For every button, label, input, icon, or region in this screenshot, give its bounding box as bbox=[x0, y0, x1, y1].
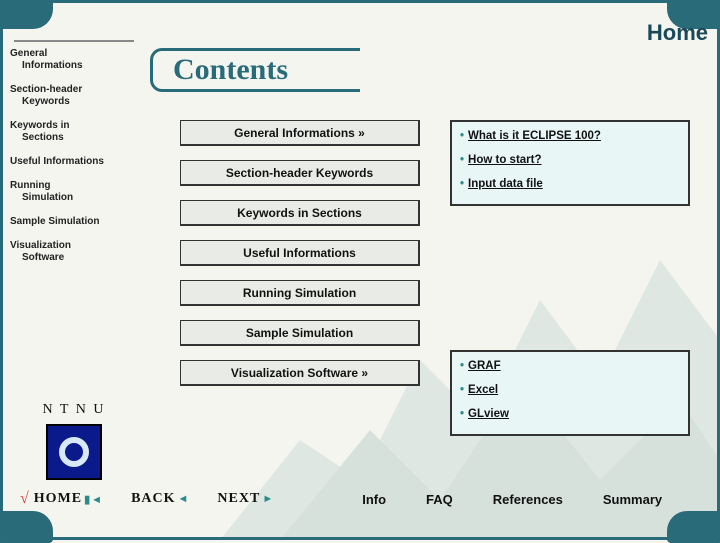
frame-corner bbox=[0, 0, 53, 29]
section-button-label: Sample Simulation bbox=[246, 326, 353, 340]
nav-label: NEXT bbox=[217, 491, 260, 507]
sidebar-item-label: Sample Simulation bbox=[10, 216, 99, 227]
sidebar-item-label: Running bbox=[10, 180, 51, 191]
check-icon: √ bbox=[20, 490, 30, 508]
sidebar-item-section-header-keywords[interactable]: Section-header Keywords bbox=[10, 84, 146, 108]
bullet-icon: • bbox=[460, 360, 464, 372]
sidebar-item-general-informations[interactable]: General Informations bbox=[10, 48, 146, 72]
bullet-icon: • bbox=[460, 154, 464, 166]
logo-area: N T N U bbox=[24, 402, 124, 480]
sidebar-item-label: Section-header bbox=[10, 84, 82, 95]
footer-link-references[interactable]: References bbox=[493, 492, 563, 507]
sidebar-item-label: General bbox=[10, 48, 47, 59]
bullet-icon: • bbox=[460, 130, 464, 142]
sublist-item-excel[interactable]: • Excel bbox=[458, 378, 682, 402]
sublist-item-label: GRAF bbox=[468, 360, 501, 372]
triangle-left-icon: ◄ bbox=[178, 493, 190, 505]
sidebar-item-label: Keywords in bbox=[10, 120, 69, 131]
section-button-sample-simulation[interactable]: Sample Simulation bbox=[180, 320, 420, 346]
bullet-icon: • bbox=[460, 384, 464, 396]
sublist-item-glview[interactable]: • GLview bbox=[458, 402, 682, 426]
sublist-item-graf[interactable]: • GRAF bbox=[458, 354, 682, 378]
sublist-item-eclipse100[interactable]: • What is it ECLIPSE 100? bbox=[458, 124, 682, 148]
footer-nav: √ HOME ▮◄ BACK ◄ NEXT ► Info FAQ Referen… bbox=[0, 490, 720, 508]
section-button-useful-informations[interactable]: Useful Informations bbox=[180, 240, 420, 266]
sublist-item-label: Excel bbox=[468, 384, 498, 396]
home-button[interactable]: √ HOME ▮◄ bbox=[20, 490, 103, 508]
sidebar-item-label: Useful Informations bbox=[10, 156, 104, 167]
section-button-label: Section-header Keywords bbox=[226, 166, 373, 180]
nav-label: BACK bbox=[131, 491, 175, 507]
sidebar-item-label: Visualization bbox=[10, 240, 71, 251]
sublist-item-how-to-start[interactable]: • How to start? bbox=[458, 148, 682, 172]
sublist-item-input-data-file[interactable]: • Input data file bbox=[458, 172, 682, 196]
ntnu-logo-text: N T N U bbox=[24, 402, 124, 418]
sidebar-item-useful-informations[interactable]: Useful Informations bbox=[10, 156, 146, 168]
nav-label: HOME bbox=[34, 491, 82, 507]
rewind-icon: ▮◄ bbox=[84, 493, 103, 506]
sublist-general-informations: •What is it ECLIPSE 100? •How to start? … bbox=[450, 120, 690, 206]
sidebar-item-sample-simulation[interactable]: Sample Simulation bbox=[10, 216, 146, 228]
footer-link-summary[interactable]: Summary bbox=[603, 492, 662, 507]
sidebar-item-label: Informations bbox=[10, 60, 146, 72]
frame-corner bbox=[667, 511, 720, 543]
page-title: Home bbox=[647, 20, 708, 46]
sublist-visualization-software: • GRAF • Excel • GLview bbox=[450, 350, 690, 436]
main-content: General Informations » Section-header Ke… bbox=[180, 120, 700, 400]
section-button-keywords-in-sections[interactable]: Keywords in Sections bbox=[180, 200, 420, 226]
section-button-running-simulation[interactable]: Running Simulation bbox=[180, 280, 420, 306]
triangle-right-icon: ► bbox=[262, 493, 274, 505]
contents-title: Contents bbox=[173, 53, 288, 87]
sublist-item-label: Input data file bbox=[468, 178, 543, 190]
frame-corner bbox=[0, 511, 53, 543]
sidebar-item-running-simulation[interactable]: Running Simulation bbox=[10, 180, 146, 204]
sidebar: General Informations Section-header Keyw… bbox=[6, 40, 146, 276]
section-button-label: Visualization Software » bbox=[231, 366, 368, 380]
contents-header-bar: Contents bbox=[150, 48, 360, 92]
section-button-label: Keywords in Sections bbox=[237, 206, 362, 220]
section-button-label: Useful Informations bbox=[243, 246, 356, 260]
next-button[interactable]: NEXT ► bbox=[217, 491, 274, 507]
section-button-section-header-keywords[interactable]: Section-header Keywords bbox=[180, 160, 420, 186]
sidebar-divider bbox=[14, 40, 134, 42]
bullet-icon: • bbox=[460, 408, 464, 420]
footer-link-faq[interactable]: FAQ bbox=[426, 492, 453, 507]
section-button-label: General Informations » bbox=[234, 126, 365, 140]
sidebar-item-label: Software bbox=[10, 252, 146, 264]
sidebar-item-label: Simulation bbox=[10, 192, 146, 204]
section-button-general-informations[interactable]: General Informations » bbox=[180, 120, 420, 146]
sublist-item-label: What is it ECLIPSE 100? bbox=[468, 130, 601, 142]
back-button[interactable]: BACK ◄ bbox=[131, 491, 189, 507]
section-button-label: Running Simulation bbox=[243, 286, 356, 300]
footer-link-info[interactable]: Info bbox=[362, 492, 386, 507]
bullet-icon: • bbox=[460, 178, 464, 190]
ntnu-logo-icon bbox=[46, 424, 102, 480]
sidebar-item-label: Keywords bbox=[10, 96, 146, 108]
sublist-item-label: How to start? bbox=[468, 154, 541, 166]
sublist-item-label: GLview bbox=[468, 408, 509, 420]
sidebar-item-visualization-software[interactable]: Visualization Software bbox=[10, 240, 146, 264]
sidebar-item-label: Sections bbox=[10, 132, 146, 144]
section-button-visualization-software[interactable]: Visualization Software » bbox=[180, 360, 420, 386]
sidebar-item-keywords-in-sections[interactable]: Keywords in Sections bbox=[10, 120, 146, 144]
